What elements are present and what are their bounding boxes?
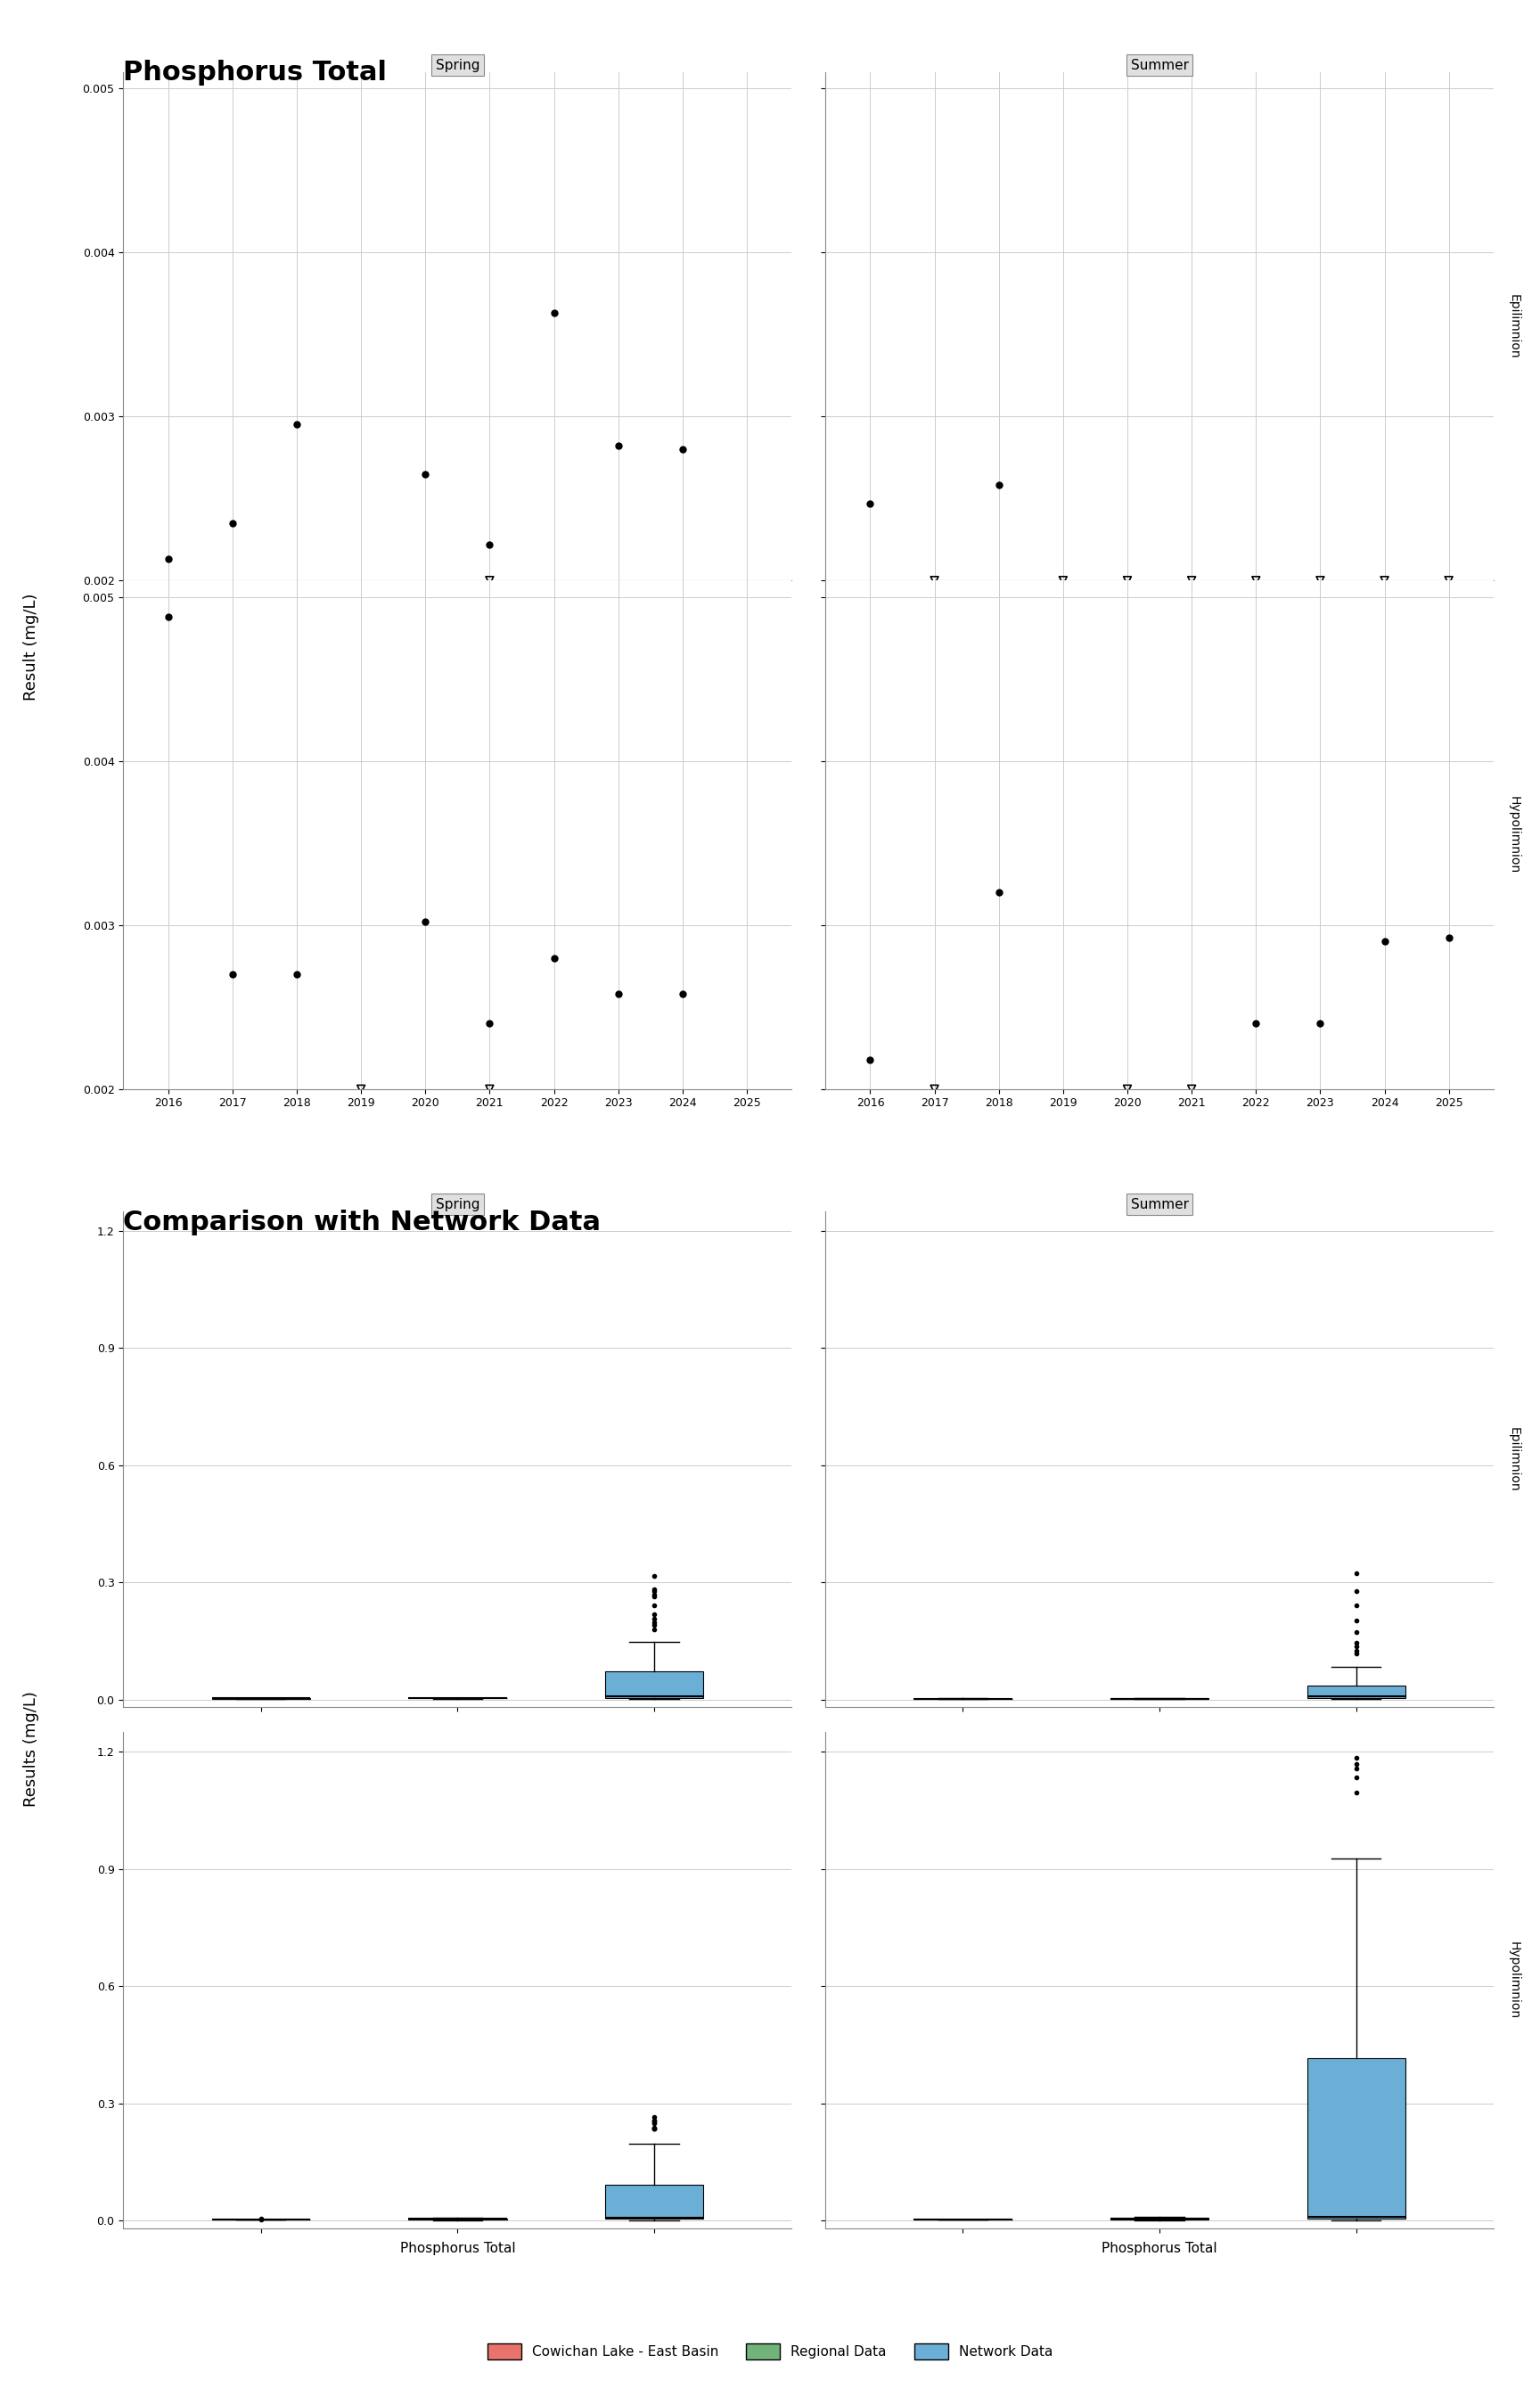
Text: Epilimnion: Epilimnion	[1508, 295, 1520, 359]
Point	[1244, 1004, 1269, 1042]
PathPatch shape	[1307, 2058, 1406, 2219]
Point	[1307, 561, 1332, 599]
Point	[285, 956, 310, 994]
Point	[1180, 1071, 1204, 1109]
Point	[220, 503, 245, 541]
Point	[477, 1071, 502, 1109]
Point	[1307, 1004, 1332, 1042]
Title: Summer: Summer	[1130, 1198, 1189, 1210]
Point	[987, 872, 1012, 910]
Point	[156, 597, 180, 635]
Point	[1180, 561, 1204, 599]
Text: Comparison with Network Data: Comparison with Network Data	[123, 1210, 601, 1236]
X-axis label: Phosphorus Total: Phosphorus Total	[400, 2243, 516, 2255]
Point	[285, 405, 310, 443]
Point	[542, 939, 567, 978]
Point	[1244, 561, 1269, 599]
Title: Spring: Spring	[436, 58, 479, 72]
Text: Phosphorus Total: Phosphorus Total	[123, 60, 387, 86]
PathPatch shape	[605, 1672, 704, 1699]
Title: Spring: Spring	[436, 1198, 479, 1210]
PathPatch shape	[605, 2185, 704, 2219]
Point	[670, 975, 695, 1014]
Point	[1050, 561, 1075, 599]
Text: Hypolimnion: Hypolimnion	[1508, 795, 1520, 875]
Point	[605, 975, 630, 1014]
Title: Summer: Summer	[1130, 58, 1189, 72]
X-axis label: Phosphorus Total: Phosphorus Total	[1101, 2243, 1217, 2255]
Point	[1372, 922, 1397, 961]
Point	[156, 539, 180, 577]
Point	[220, 956, 245, 994]
Point	[858, 1040, 882, 1078]
Point	[477, 525, 502, 563]
Point	[1115, 1071, 1140, 1109]
Text: Epilimnion: Epilimnion	[1508, 1428, 1520, 1493]
Point	[922, 561, 947, 599]
Point	[413, 903, 437, 942]
Text: Results (mg/L): Results (mg/L)	[23, 1692, 38, 1807]
Point	[1437, 561, 1461, 599]
Point	[922, 1071, 947, 1109]
Point	[542, 295, 567, 333]
Point	[987, 467, 1012, 506]
Text: Hypolimnion: Hypolimnion	[1508, 1941, 1520, 2020]
Point	[413, 455, 437, 494]
Point	[1372, 561, 1397, 599]
Point	[858, 484, 882, 522]
Text: Result (mg/L): Result (mg/L)	[23, 594, 38, 700]
Point	[1115, 561, 1140, 599]
Point	[605, 426, 630, 465]
Point	[477, 561, 502, 599]
Point	[670, 429, 695, 467]
Point	[477, 1004, 502, 1042]
Legend: Cowichan Lake - East Basin, Regional Data, Network Data: Cowichan Lake - East Basin, Regional Dat…	[482, 2338, 1058, 2365]
Point	[348, 1071, 373, 1109]
PathPatch shape	[1307, 1684, 1406, 1699]
Point	[1437, 920, 1461, 958]
